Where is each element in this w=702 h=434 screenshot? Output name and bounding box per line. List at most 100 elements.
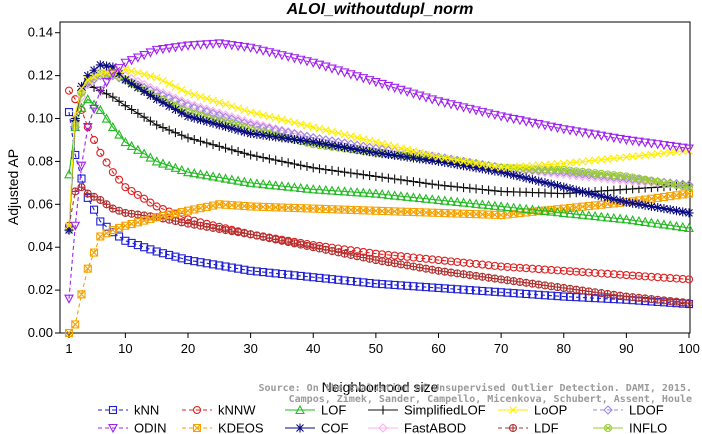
data-point-lof — [533, 205, 544, 215]
data-point-ldf — [428, 265, 437, 274]
data-point-knnw — [653, 273, 662, 282]
data-point-lof — [652, 218, 663, 228]
data-point-ldf — [322, 246, 330, 254]
data-point-odin — [320, 62, 331, 72]
data-point-ldof — [195, 104, 206, 115]
data-point-odin — [533, 120, 544, 130]
data-point-kdeos — [515, 209, 524, 218]
data-point-lof — [615, 213, 626, 223]
data-point-odin — [421, 93, 431, 103]
data-point-lof — [214, 172, 225, 182]
data-point-inflo — [678, 182, 687, 191]
series-knn — [64, 108, 694, 309]
data-point-loop — [296, 120, 305, 128]
legend-item-inflo: INFLO — [593, 421, 667, 434]
data-point-loop — [447, 155, 455, 164]
data-point-cof — [145, 90, 155, 100]
data-point-knn — [183, 256, 193, 265]
data-point-ldf — [208, 223, 218, 232]
data-point-ldf — [297, 241, 305, 249]
data-point-odin — [352, 72, 362, 82]
data-point-cof — [408, 153, 418, 163]
data-point-knnw — [459, 258, 468, 267]
data-point-cof — [139, 86, 149, 96]
data-point-cof — [671, 206, 681, 216]
data-point-kdeos — [77, 290, 86, 299]
data-point-lof — [590, 210, 600, 221]
data-point-loop — [559, 159, 568, 168]
data-point-odin — [208, 39, 218, 50]
data-point-knn — [302, 272, 312, 281]
data-point-ldf — [71, 187, 80, 196]
data-point-knnw — [534, 265, 543, 274]
data-point-loop — [334, 129, 343, 137]
data-point-kdeos — [434, 208, 443, 217]
data-point-cof — [590, 190, 600, 200]
data-point-cof — [471, 163, 481, 173]
data-point-ldf — [215, 224, 224, 234]
data-point-knnw — [616, 270, 625, 279]
data-point-cof — [433, 156, 443, 166]
data-point-inflo — [653, 177, 662, 186]
data-point-cof — [634, 199, 644, 209]
data-point-loop — [134, 68, 142, 77]
data-point-inflo — [672, 180, 681, 190]
data-point-knn — [353, 277, 362, 286]
data-point-loop — [215, 98, 224, 107]
data-point-kdeos — [259, 202, 268, 211]
data-point-knn — [321, 274, 330, 283]
data-point-lof — [514, 203, 525, 213]
data-point-lof — [627, 215, 638, 225]
data-point-inflo — [661, 179, 667, 186]
data-point-odin — [251, 45, 262, 55]
data-point-knnw — [409, 253, 418, 262]
data-point-lof — [176, 164, 187, 175]
data-point-inflo — [585, 169, 592, 176]
data-point-loop — [209, 96, 217, 105]
data-point-knn — [528, 290, 537, 299]
data-point-knn — [465, 286, 474, 295]
data-point-knnw — [133, 190, 142, 199]
data-point-lof — [458, 197, 469, 207]
data-point-knn — [146, 245, 155, 254]
data-point-odin — [571, 127, 582, 137]
data-point-cof — [433, 156, 443, 166]
data-point-knn — [171, 252, 180, 261]
data-point-knn — [515, 289, 524, 298]
data-point-lof — [251, 178, 262, 188]
data-point-knn — [340, 276, 349, 285]
data-point-odin — [502, 113, 513, 123]
data-point-kdeos — [465, 209, 474, 219]
data-point-knnw — [497, 262, 506, 271]
data-point-inflo — [673, 182, 680, 188]
data-point-simplifiedlof — [239, 148, 249, 158]
data-point-odin — [283, 52, 294, 62]
data-point-odin — [427, 95, 438, 105]
data-point-ldof — [220, 112, 231, 123]
data-point-knn — [190, 257, 199, 266]
data-point-lof — [590, 210, 600, 221]
data-point-lof — [377, 189, 388, 199]
data-point-lof — [596, 211, 607, 221]
data-point-kdeos — [64, 328, 74, 338]
data-point-knn — [252, 267, 261, 276]
data-point-lof — [640, 216, 651, 226]
data-point-kdeos — [277, 203, 286, 212]
data-point-simplifiedlof — [170, 128, 180, 138]
data-point-knn — [559, 292, 568, 301]
data-point-ldof — [170, 95, 181, 106]
data-point-odin — [659, 141, 669, 151]
data-point-ldf — [315, 244, 324, 253]
data-point-knnw — [628, 271, 637, 280]
data-point-knn — [240, 265, 249, 274]
data-point-loop — [171, 82, 180, 91]
data-point-odin — [264, 48, 275, 58]
data-point-lof — [164, 160, 175, 170]
data-point-knn — [146, 245, 155, 254]
data-point-ldf — [197, 222, 205, 230]
data-point-cof — [571, 185, 581, 195]
data-point-cof — [127, 79, 137, 89]
data-point-lof — [239, 176, 250, 186]
data-point-kdeos — [327, 205, 337, 214]
data-point-simplifiedlof — [308, 163, 318, 173]
